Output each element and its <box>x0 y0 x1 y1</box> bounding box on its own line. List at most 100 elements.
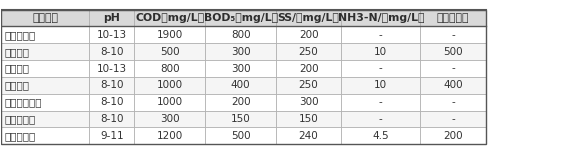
Bar <box>1 94 89 111</box>
Text: pH: pH <box>104 13 120 23</box>
Text: 染色废水: 染色废水 <box>4 47 29 57</box>
Bar <box>89 26 134 43</box>
Text: 1000: 1000 <box>157 80 183 90</box>
Text: NH3-N/（mg/L）: NH3-N/（mg/L） <box>337 13 424 23</box>
Text: 10: 10 <box>374 80 387 90</box>
Bar <box>89 10 134 26</box>
Text: -: - <box>451 97 455 107</box>
Text: 废水名称: 废水名称 <box>32 13 58 23</box>
Text: -: - <box>379 30 382 40</box>
Bar <box>205 60 276 77</box>
Bar <box>420 127 485 144</box>
Text: COD（mg/L）: COD（mg/L） <box>135 13 204 23</box>
Text: 丝光废水: 丝光废水 <box>4 63 29 73</box>
Bar <box>276 26 341 43</box>
Bar <box>134 26 205 43</box>
Text: 设备冲洗废水: 设备冲洗废水 <box>4 97 42 107</box>
Text: -: - <box>379 114 382 124</box>
Bar <box>1 10 485 144</box>
Text: 400: 400 <box>443 80 463 90</box>
Bar <box>276 10 341 26</box>
Bar <box>420 43 485 60</box>
Bar <box>205 127 276 144</box>
Bar <box>341 111 420 127</box>
Bar <box>134 43 205 60</box>
Text: 后整理废水: 后整理废水 <box>4 114 35 124</box>
Bar <box>134 77 205 94</box>
Text: 500: 500 <box>443 47 463 57</box>
Bar <box>1 26 89 43</box>
Text: 200: 200 <box>443 131 463 141</box>
Text: 240: 240 <box>299 131 319 141</box>
Bar <box>205 77 276 94</box>
Bar <box>89 94 134 111</box>
Text: -: - <box>451 63 455 73</box>
Bar <box>276 77 341 94</box>
Text: 8-10: 8-10 <box>100 114 123 124</box>
Bar <box>205 10 276 26</box>
Text: 10: 10 <box>374 47 387 57</box>
Text: 300: 300 <box>231 63 250 73</box>
Bar <box>276 60 341 77</box>
Text: 300: 300 <box>299 97 319 107</box>
Text: 1200: 1200 <box>156 131 183 141</box>
Text: 200: 200 <box>231 97 250 107</box>
Text: 800: 800 <box>231 30 250 40</box>
Text: 8-10: 8-10 <box>100 80 123 90</box>
Bar <box>276 111 341 127</box>
Bar <box>341 10 420 26</box>
Bar <box>89 77 134 94</box>
Bar <box>341 94 420 111</box>
Text: 500: 500 <box>231 131 250 141</box>
Text: 500: 500 <box>160 47 180 57</box>
Text: 混合水水质: 混合水水质 <box>4 131 35 141</box>
Text: 9-11: 9-11 <box>100 131 123 141</box>
Bar <box>89 111 134 127</box>
Bar <box>205 111 276 127</box>
Bar <box>205 43 276 60</box>
Text: -: - <box>379 97 382 107</box>
Text: -: - <box>379 63 382 73</box>
Bar <box>89 43 134 60</box>
Text: 400: 400 <box>231 80 250 90</box>
Text: 300: 300 <box>231 47 250 57</box>
Text: 10-13: 10-13 <box>97 63 127 73</box>
Text: 10-13: 10-13 <box>97 30 127 40</box>
Bar <box>134 10 205 26</box>
Bar <box>205 94 276 111</box>
Text: -: - <box>451 30 455 40</box>
Bar <box>205 26 276 43</box>
Text: 200: 200 <box>299 63 319 73</box>
Text: 200: 200 <box>299 30 319 40</box>
Bar <box>341 43 420 60</box>
Bar <box>134 94 205 111</box>
Bar <box>1 43 89 60</box>
Bar <box>420 10 485 26</box>
Bar <box>420 26 485 43</box>
Bar <box>341 26 420 43</box>
Text: 8-10: 8-10 <box>100 47 123 57</box>
Text: 退煮漂废水: 退煮漂废水 <box>4 30 35 40</box>
Text: 300: 300 <box>160 114 180 124</box>
Bar <box>341 127 420 144</box>
Text: 800: 800 <box>160 63 180 73</box>
Bar <box>276 43 341 60</box>
Text: BOD₅（mg/L）: BOD₅（mg/L） <box>204 13 278 23</box>
Bar <box>134 111 205 127</box>
Bar <box>89 60 134 77</box>
Text: -: - <box>451 114 455 124</box>
Text: 4.5: 4.5 <box>373 131 389 141</box>
Bar <box>134 127 205 144</box>
Bar <box>276 94 341 111</box>
Bar <box>276 127 341 144</box>
Bar <box>134 60 205 77</box>
Text: 250: 250 <box>299 80 319 90</box>
Text: 1000: 1000 <box>157 97 183 107</box>
Bar <box>1 10 89 26</box>
Bar <box>1 111 89 127</box>
Bar <box>420 60 485 77</box>
Text: SS/（mg/L）: SS/（mg/L） <box>278 13 340 23</box>
Bar <box>1 77 89 94</box>
Bar <box>341 60 420 77</box>
Text: 印花废水: 印花废水 <box>4 80 29 90</box>
